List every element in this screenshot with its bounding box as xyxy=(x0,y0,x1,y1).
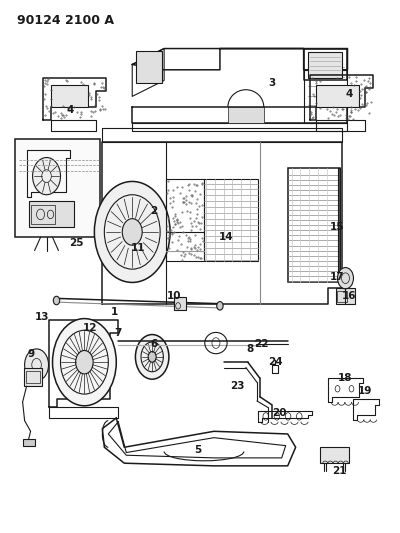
Bar xyxy=(308,52,342,78)
Bar xyxy=(166,179,204,261)
Bar xyxy=(336,288,356,304)
Bar xyxy=(228,107,264,123)
Ellipse shape xyxy=(122,219,142,245)
Text: 23: 23 xyxy=(231,381,245,391)
Bar xyxy=(31,205,55,224)
Text: 15: 15 xyxy=(330,222,345,232)
Bar xyxy=(204,179,258,261)
Text: 20: 20 xyxy=(272,408,287,418)
Bar xyxy=(320,447,350,463)
Bar xyxy=(24,368,42,386)
Bar xyxy=(337,292,347,302)
Bar xyxy=(316,85,360,107)
Text: 17: 17 xyxy=(330,272,345,282)
Ellipse shape xyxy=(53,296,60,305)
Bar xyxy=(50,85,88,107)
Text: 13: 13 xyxy=(35,312,50,322)
Text: 10: 10 xyxy=(167,290,181,301)
Text: 7: 7 xyxy=(114,328,122,338)
Bar xyxy=(28,201,74,227)
Bar xyxy=(174,297,186,310)
Bar xyxy=(136,51,162,83)
Text: 25: 25 xyxy=(69,238,84,247)
Text: 9: 9 xyxy=(27,349,34,359)
Text: 21: 21 xyxy=(332,466,347,476)
Bar xyxy=(26,371,40,383)
Text: 4: 4 xyxy=(67,104,74,115)
Ellipse shape xyxy=(25,349,48,381)
Ellipse shape xyxy=(217,302,223,310)
Text: 90124 2100 A: 90124 2100 A xyxy=(17,14,114,27)
Text: 8: 8 xyxy=(246,344,254,354)
Text: 18: 18 xyxy=(338,373,353,383)
Text: 3: 3 xyxy=(268,78,275,88)
Bar xyxy=(15,139,100,237)
Ellipse shape xyxy=(136,335,169,379)
Text: 11: 11 xyxy=(131,243,146,253)
Text: 5: 5 xyxy=(194,445,202,455)
Ellipse shape xyxy=(148,352,156,362)
Ellipse shape xyxy=(94,181,170,282)
Text: 19: 19 xyxy=(358,386,373,397)
Text: 4: 4 xyxy=(346,88,353,99)
Text: 16: 16 xyxy=(342,290,357,301)
Ellipse shape xyxy=(76,351,93,374)
Bar xyxy=(288,168,340,282)
Ellipse shape xyxy=(52,319,116,406)
Text: 1: 1 xyxy=(111,306,118,317)
Text: 12: 12 xyxy=(83,322,98,333)
Text: 22: 22 xyxy=(254,338,269,349)
Text: 14: 14 xyxy=(218,232,233,243)
Text: 24: 24 xyxy=(268,357,283,367)
Ellipse shape xyxy=(338,268,354,289)
Ellipse shape xyxy=(32,158,60,195)
Text: 2: 2 xyxy=(150,206,158,216)
Text: 6: 6 xyxy=(150,338,158,349)
Bar xyxy=(23,439,34,446)
